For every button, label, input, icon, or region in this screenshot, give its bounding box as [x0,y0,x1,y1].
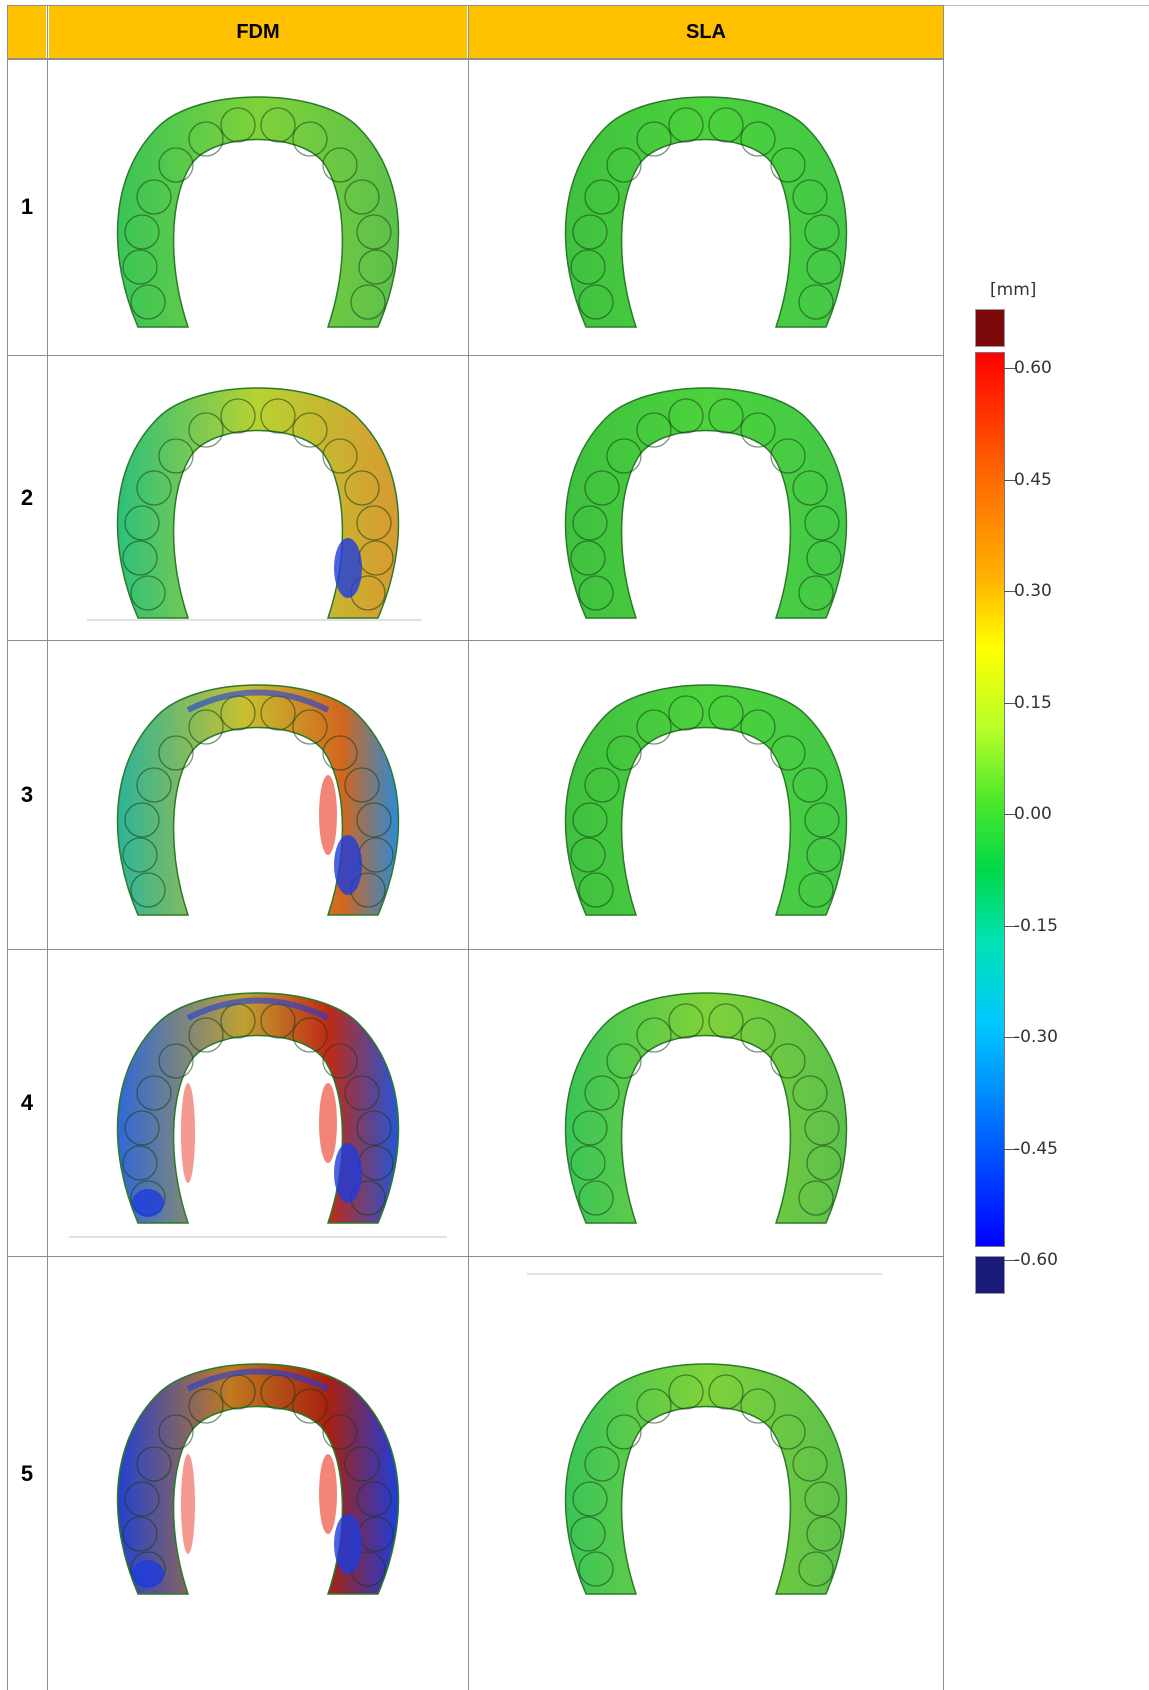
cell-separator [527,1273,882,1275]
color-scale-legend: [mm] 0.60 0.45 0.30 0.15 0.00 -0.15 -0.30 -0.45… [960,280,1070,1310]
scale-tick [1004,591,1016,592]
scale-tick-label: -0.30 [1014,1027,1058,1047]
dental-arch-deviation-map [564,387,848,619]
scale-over-range-swatch [975,309,1005,347]
row-label-2: 2 [20,485,34,510]
scan-sla-4 [469,951,943,1255]
scale-tick [1004,1037,1016,1038]
dental-arch-deviation-map [116,684,400,916]
scale-tick-label: -0.60 [1014,1250,1058,1270]
scale-tick-label: 0.30 [1014,581,1052,601]
scan-fdm-1 [49,60,467,354]
dental-arch-deviation-map [116,992,400,1224]
scale-gradient-bar [975,352,1005,1247]
dental-arch-deviation-map [116,96,400,328]
scan-fdm-3 [49,642,467,948]
dental-arch-deviation-map [116,1363,400,1595]
scan-sla-2 [469,357,943,639]
row-label-1: 1 [20,194,34,219]
dental-arch-deviation-map [564,684,848,916]
dental-arch-deviation-map [564,1363,848,1595]
dental-arch-deviation-map [116,387,400,619]
scale-unit-label: [mm] [990,280,1037,300]
scale-tick [1004,1260,1016,1261]
dental-arch-deviation-map [564,992,848,1224]
scale-tick [1004,702,1016,704]
scan-sla-1 [469,60,943,354]
scale-tick-label: -0.45 [1014,1138,1058,1159]
dental-arch-deviation-map [564,96,848,328]
column-header-sla: SLA [469,6,943,58]
scale-tick [1004,1148,1016,1150]
scale-tick-label: 0.15 [1014,692,1052,713]
cell-separator [87,619,422,621]
scale-tick [1004,925,1016,927]
scale-tick-label: -0.15 [1014,915,1058,936]
scan-fdm-2 [49,357,467,639]
scale-tick [1004,814,1016,815]
scan-sla-3 [469,642,943,948]
top-rule [944,5,1149,6]
scan-fdm-4 [49,951,467,1255]
column-header-fdm: FDM [49,6,467,58]
scale-under-range-swatch [975,1256,1005,1294]
scale-tick-label: 0.60 [1014,358,1052,378]
scale-tick [1004,479,1016,481]
scale-tick-label: 0.00 [1014,804,1052,824]
row-label-4: 4 [20,1090,34,1115]
scale-tick-label: 0.45 [1014,469,1052,490]
row-label-5: 5 [20,1460,34,1486]
scan-fdm-5 [49,1258,467,1690]
header-corner-cell [8,6,46,58]
scan-sla-5 [469,1258,943,1690]
scale-tick [1004,368,1016,369]
cell-separator [69,1236,447,1238]
row-label-3: 3 [20,782,34,807]
comparison-table: FDM SLA 1 2 3 4 5 [7,5,944,1690]
